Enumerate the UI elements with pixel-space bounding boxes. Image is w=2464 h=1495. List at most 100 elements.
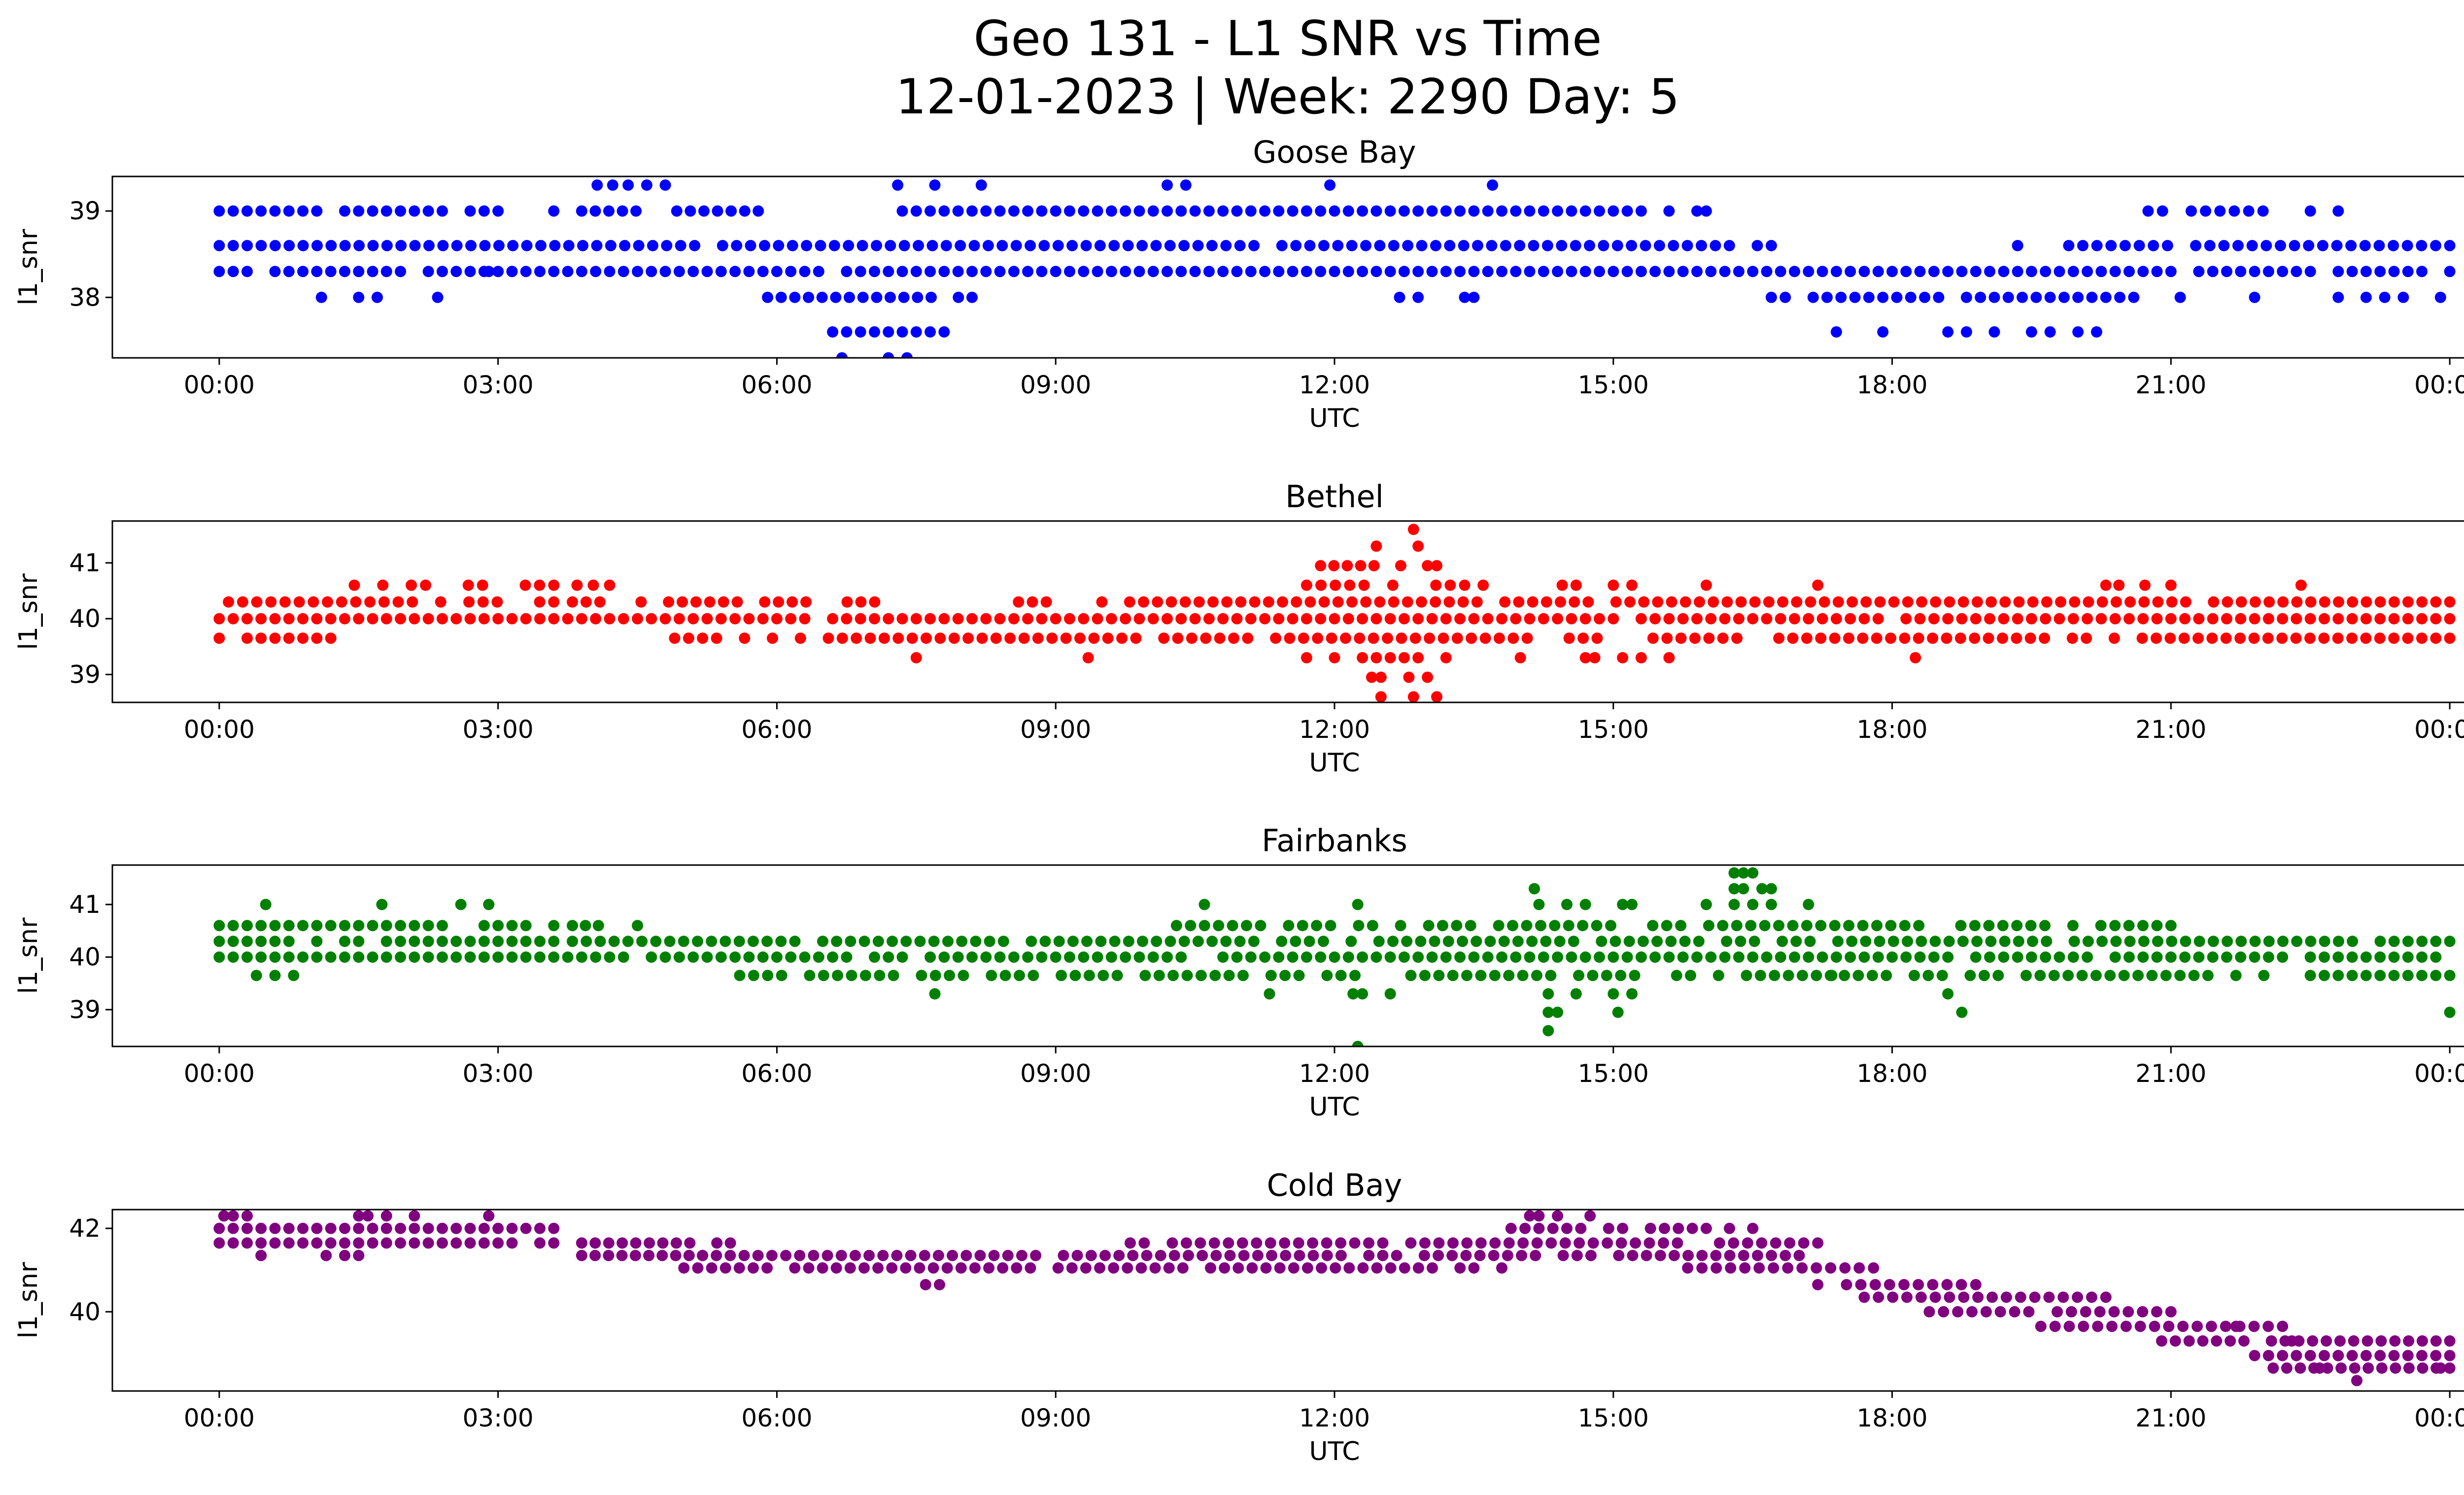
data-point: [896, 326, 908, 338]
data-point: [1431, 560, 1442, 572]
data-point: [2444, 1335, 2456, 1347]
data-point: [1180, 179, 1192, 191]
data-point: [1555, 596, 1566, 608]
data-point: [2402, 970, 2414, 981]
data-point: [1913, 920, 1925, 932]
data-point: [2388, 596, 2400, 608]
data-point: [789, 291, 801, 303]
data-point: [1524, 205, 1536, 217]
data-point: [1088, 632, 1100, 644]
data-point: [1797, 970, 1808, 981]
data-point: [521, 240, 533, 251]
data-point: [2347, 596, 2359, 608]
data-point: [1092, 951, 1103, 963]
data-point: [1339, 632, 1351, 644]
data-point: [1315, 613, 1327, 625]
data-point: [1552, 1210, 1564, 1222]
data-point: [464, 205, 476, 217]
data-point: [1608, 205, 1619, 217]
x-tick-label: 12:00: [1299, 1059, 1370, 1088]
data-point: [1627, 1250, 1639, 1261]
data-point: [1360, 596, 1372, 608]
data-point: [813, 266, 824, 278]
data-point: [1901, 1291, 1913, 1303]
data-point: [766, 1250, 778, 1261]
data-point: [1970, 613, 1982, 625]
data-point: [2094, 1306, 2106, 1318]
data-point: [1192, 240, 1204, 251]
data-point: [1731, 920, 1743, 932]
data-point: [1742, 1237, 1753, 1249]
data-point: [2275, 240, 2286, 251]
data-point: [1873, 1291, 1884, 1303]
data-point: [492, 205, 504, 217]
data-point: [520, 266, 532, 278]
data-point: [855, 613, 866, 625]
data-point: [2200, 205, 2212, 217]
data-point: [1641, 1250, 1652, 1261]
data-point: [2114, 291, 2126, 303]
figure-title-line-1: Geo 131 - L1 SNR vs Time: [973, 11, 1602, 67]
data-point: [548, 920, 560, 932]
data-point: [1402, 596, 1413, 608]
figure-title: Geo 131 - L1 SNR vs Time 12-01-2023 | We…: [0, 10, 2464, 126]
data-point: [279, 596, 291, 608]
data-point: [1124, 596, 1135, 608]
data-point: [1719, 613, 1731, 625]
data-point: [1775, 266, 1786, 278]
data-point: [437, 1222, 448, 1234]
data-point: [794, 1250, 806, 1261]
data-point: [794, 632, 806, 644]
data-point: [1705, 266, 1717, 278]
data-point: [1399, 1262, 1410, 1274]
data-point: [643, 1250, 655, 1261]
data-point: [1888, 596, 1900, 608]
data-point: [1635, 266, 1647, 278]
data-point: [2322, 1362, 2333, 1374]
data-point: [800, 596, 812, 608]
data-point: [1556, 240, 1568, 251]
data-point: [1900, 613, 1912, 625]
data-point: [1723, 240, 1735, 251]
data-point: [2360, 291, 2372, 303]
data-point: [1941, 632, 1952, 644]
data-point: [567, 936, 578, 947]
data-point: [1519, 1222, 1531, 1234]
data-point: [1832, 596, 1844, 608]
x-tick-label: 06:00: [741, 1059, 812, 1088]
data-point: [1675, 920, 1687, 932]
data-point: [420, 579, 432, 591]
data-point: [1570, 240, 1581, 251]
data-point: [1954, 632, 1966, 644]
data-point: [241, 936, 253, 947]
data-point: [1066, 240, 1078, 251]
data-point: [1354, 632, 1366, 644]
data-point: [2186, 205, 2197, 217]
data-point: [1300, 613, 1312, 625]
data-point: [1014, 970, 1025, 981]
data-point: [1482, 205, 1494, 217]
data-point: [1493, 632, 1505, 644]
data-point: [2152, 936, 2163, 947]
data-point: [832, 970, 844, 981]
data-point: [548, 579, 560, 591]
data-point: [1516, 1250, 1528, 1261]
data-point: [1022, 951, 1034, 963]
data-point: [843, 240, 855, 251]
data-point: [1468, 291, 1480, 303]
data-point: [789, 1262, 801, 1274]
data-point: [1440, 951, 1452, 963]
data-point: [687, 951, 699, 963]
data-point: [1424, 632, 1436, 644]
data-point: [1475, 970, 1487, 981]
data-point: [1594, 613, 1605, 625]
x-tick-label: 03:00: [463, 1404, 534, 1432]
data-point: [1342, 951, 1354, 963]
data-point: [535, 240, 547, 251]
data-point: [308, 596, 319, 608]
data-point: [580, 920, 591, 932]
data-point: [896, 613, 908, 625]
data-point: [647, 240, 658, 251]
data-point: [1300, 205, 1312, 217]
data-point: [2220, 632, 2232, 644]
